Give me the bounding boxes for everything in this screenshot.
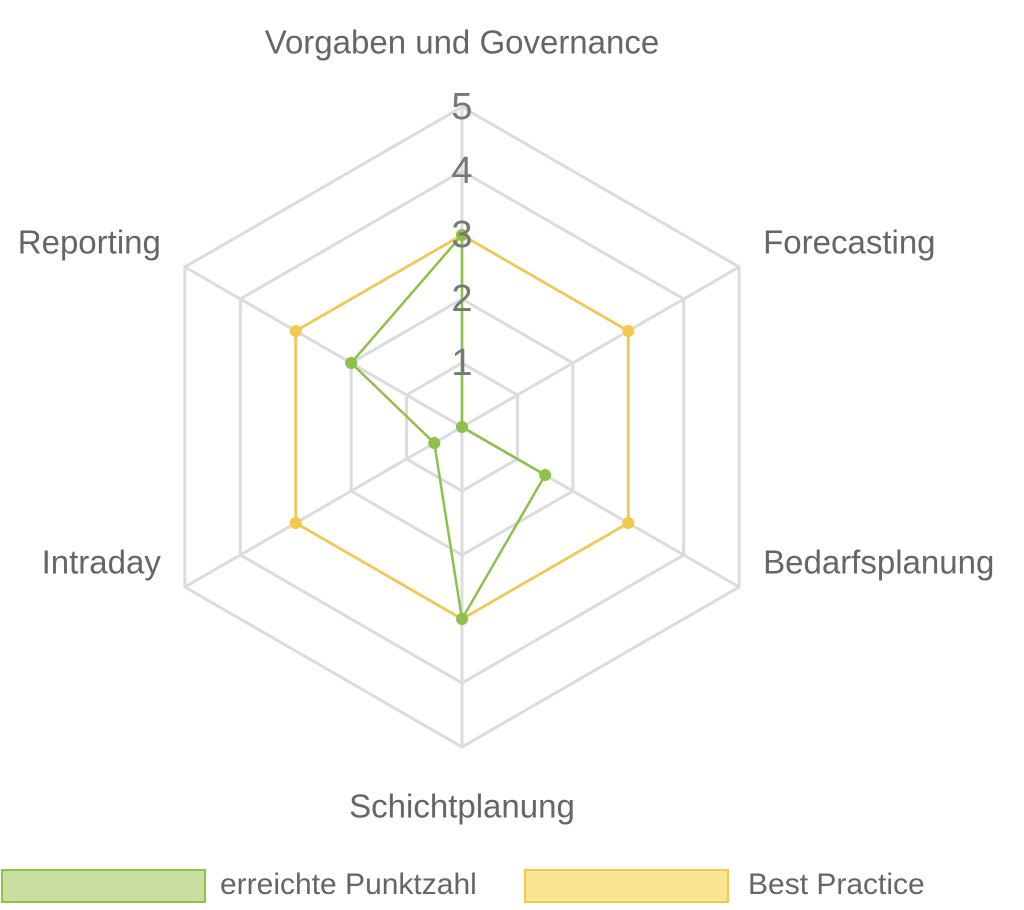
- legend-item-1[interactable]: Best Practice: [524, 868, 925, 903]
- series-1-point-5: [289, 325, 302, 337]
- category-label-1: Forecasting: [763, 224, 935, 261]
- tick-label-1: 1: [451, 342, 472, 384]
- series-0: [345, 229, 552, 625]
- radar-tick-labels: 1 2 3 4 5: [451, 86, 472, 384]
- tick-label-3: 3: [451, 214, 472, 256]
- series-0-point-3: [456, 613, 468, 625]
- radar-category-labels: Vorgaben und Governance Forecasting Bedarf…: [18, 24, 995, 825]
- legend-swatch-0: [1, 869, 206, 903]
- series-1-point-2: [622, 517, 635, 529]
- grid-spoke-1: [461, 265, 740, 429]
- series-0-point-5: [345, 357, 358, 369]
- grid-spoke-5: [184, 265, 463, 429]
- chart-legend: erreichte Punktzahl Best Practice: [1, 868, 925, 903]
- legend-label-0: erreichte Punktzahl: [220, 868, 477, 901]
- series-0-point-1: [456, 421, 468, 433]
- category-label-4: Intraday: [42, 544, 162, 581]
- series-1-point-1: [622, 325, 635, 337]
- series-0-point-0: [456, 229, 468, 241]
- category-label-5: Reporting: [18, 224, 161, 261]
- category-label-2: Bedarfsplanung: [763, 544, 994, 581]
- series-0-point-2: [539, 469, 552, 481]
- radar-series: [289, 229, 635, 625]
- legend-item-0[interactable]: erreichte Punktzahl: [1, 868, 477, 903]
- series-1-point-4: [289, 517, 302, 529]
- grid-spoke-4: [184, 425, 463, 589]
- category-label-3: Schichtplanung: [349, 788, 575, 825]
- series-0-point-4: [428, 437, 441, 449]
- legend-label-1: Best Practice: [748, 868, 925, 901]
- tick-label-5: 5: [451, 86, 472, 128]
- category-label-0: Vorgaben und Governance: [265, 24, 659, 61]
- tick-label-2: 2: [451, 278, 472, 320]
- legend-swatch-1: [524, 869, 729, 903]
- tick-label-4: 4: [451, 150, 472, 192]
